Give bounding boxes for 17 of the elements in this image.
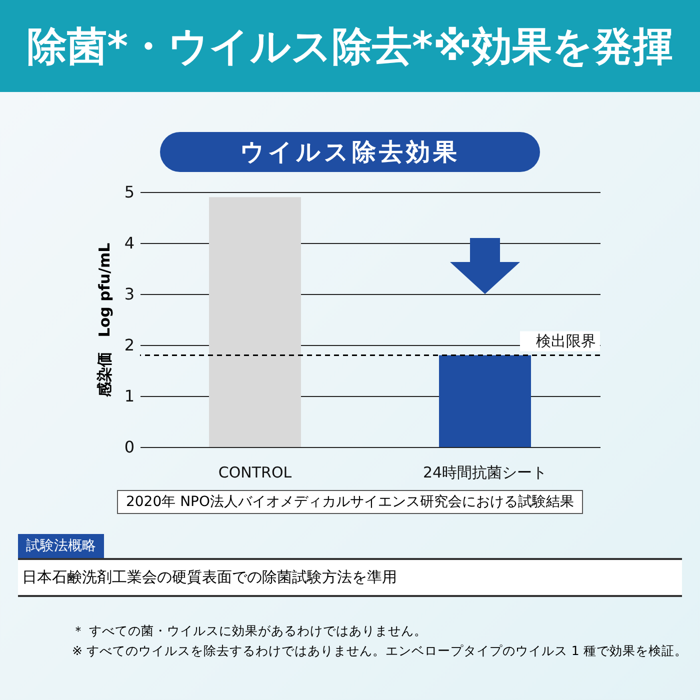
chart-title: 除菌*・ウイルス除去*※効果を発揮 [0, 0, 700, 92]
text: 試験法概略 [18, 534, 104, 558]
text: ※ すべてのウイルスを除去するわけではありません。エンベロープタイプのウイルス 1 種で効果を検証。 [72, 642, 688, 660]
text: ＊ すべての菌・ウイルスに効果があるわけではありません。 [72, 622, 428, 640]
x-tick-label: 24時間抗菌シート [422, 464, 548, 482]
x-tick-label: CONTROL [218, 464, 292, 482]
y-tick-label: 5 [124, 182, 134, 202]
text: 日本石鹸洗剤工業会の硬質表面での除菌試験方法を準用 [18, 558, 682, 597]
y-tick-label: 3 [124, 284, 134, 304]
text: 2020年 NPO法人バイオメディカルサイエンス研究会における試験結果 [116, 490, 583, 514]
y-axis-title: 感染価 Log pfu/mL [95, 242, 114, 398]
y-tick-label: 0 [124, 438, 134, 456]
y-tick-label: 2 [124, 336, 134, 354]
ref-line-label: 検出限界 [536, 332, 596, 350]
y-tick-label: 4 [124, 234, 134, 252]
y-tick-label: 1 [124, 386, 134, 406]
chart-subtitle: ウイルス除去効果 [160, 132, 540, 172]
